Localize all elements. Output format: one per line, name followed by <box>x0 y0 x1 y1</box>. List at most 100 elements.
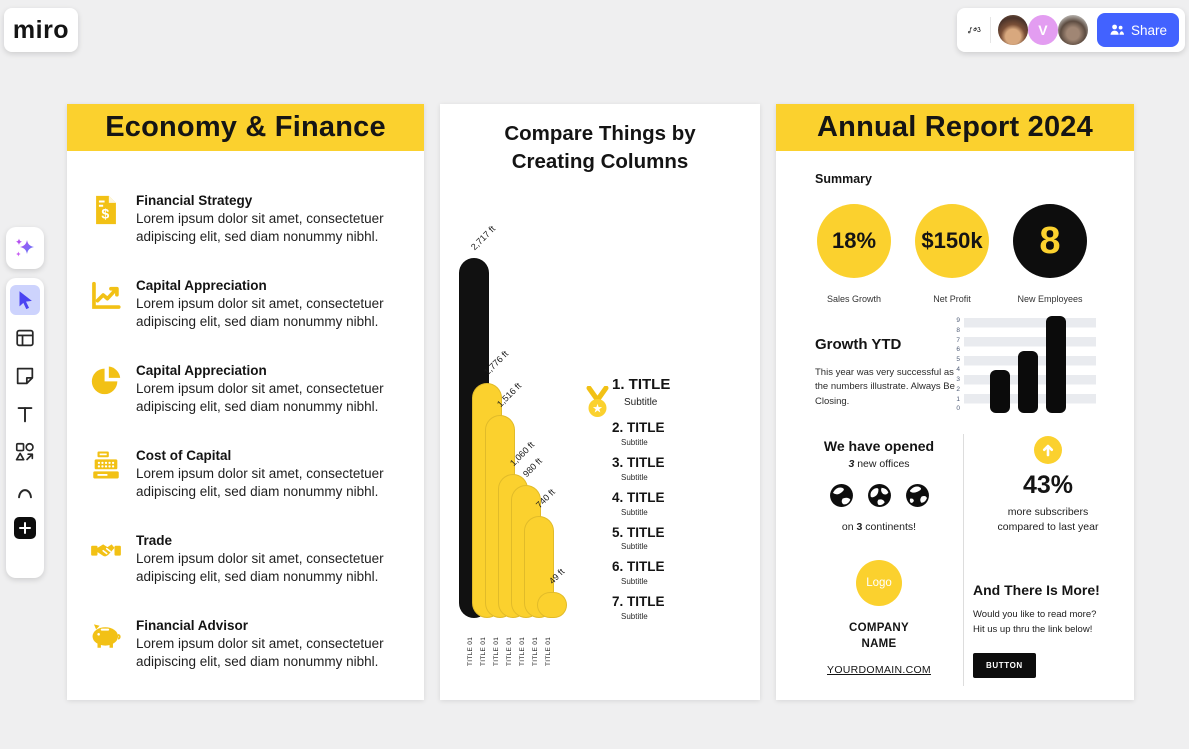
share-button[interactable]: Share <box>1096 13 1179 47</box>
shapes-icon <box>15 442 34 461</box>
column-category-label: TITLE 01 <box>519 636 526 666</box>
offices-text: new offices <box>857 458 910 470</box>
stat-value: 18% <box>831 228 877 253</box>
list-item: $ Financial Strategy Lorem ipsum dolor s… <box>87 193 424 245</box>
annual-report-poster[interactable]: Annual Report 2024 Summary 18% Sales Gro… <box>776 104 1134 700</box>
ranking-label: 1. TITLE <box>612 376 671 393</box>
more-body: Would you like to read more? Hit us up t… <box>973 608 1123 637</box>
miro-logo-button[interactable]: miro <box>4 8 78 52</box>
subscribers-caption: more subscribers compared to last year <box>968 505 1128 535</box>
column-category-label: TITLE 01 <box>493 636 500 666</box>
frames-tool[interactable] <box>10 323 40 353</box>
stat-label: New Employees <box>1017 294 1083 304</box>
plus-icon <box>14 517 36 539</box>
continents-line: on 3 continents! <box>796 521 962 533</box>
handshake-icon <box>91 544 121 557</box>
ranking-subtitle: Subtitle <box>621 437 648 447</box>
offices-title: We have opened <box>823 438 935 454</box>
offices-line: 3 new offices <box>796 458 962 470</box>
ranking-item: 1. TITLE Subtitle <box>612 376 754 408</box>
svg-text:$: $ <box>101 207 109 223</box>
item-title: Trade <box>136 533 173 549</box>
collaborator-avatar[interactable] <box>1057 15 1088 45</box>
ai-sparkles-icon <box>15 238 34 257</box>
collaborator-avatar[interactable] <box>997 15 1028 45</box>
growth-bar[interactable] <box>1046 316 1066 413</box>
company-domain-link[interactable]: YOURDOMAIN.COM <box>827 664 931 677</box>
cash-register-icon <box>93 451 119 479</box>
select-tool[interactable] <box>10 285 40 315</box>
more-title: And There Is More! <box>973 582 1100 598</box>
stat-label: Sales Growth <box>826 294 882 304</box>
medal-icon: ★ <box>586 386 609 417</box>
ai-assistant-button[interactable] <box>6 227 44 269</box>
column-value-label: 2,717 ft <box>468 223 498 252</box>
ranking-label: 4. TITLE <box>612 489 665 505</box>
frame-icon <box>16 329 34 347</box>
poster-button[interactable]: BUTTON <box>973 653 1036 679</box>
caption-line: more subscribers <box>1007 506 1089 518</box>
stat-circle: $150k <box>915 204 989 278</box>
list-item: Trade Lorem ipsum dolor sit amet, consec… <box>87 533 424 585</box>
item-title: Financial Strategy <box>136 193 253 208</box>
tool-palette <box>6 278 44 578</box>
people-icon <box>1110 24 1124 35</box>
ranking-item: 6. TITLE Subtitle <box>612 560 754 587</box>
share-label: Share <box>1130 22 1167 38</box>
item-title: Cost of Capital <box>136 448 232 464</box>
shapes-tool[interactable] <box>10 437 40 467</box>
section-divider <box>963 434 964 686</box>
more-body-line: Hit us up thru the link below! <box>973 623 1093 635</box>
list-item: Financial Advisor Lorem ipsum dolor sit … <box>87 618 424 670</box>
company-logo: Logo <box>856 560 902 606</box>
company-section: Logo COMPANY NAME YOURDOMAIN.COM <box>796 560 962 678</box>
ranking-subtitle: Subtitle <box>624 397 658 408</box>
panel1-title: Economy & Finance <box>105 111 386 143</box>
stat-value: 8 <box>1039 219 1061 262</box>
stat-circle: 8 <box>1013 204 1087 278</box>
economy-finance-poster[interactable]: Economy & Finance $ Financial Strategy L… <box>67 104 424 700</box>
stat-value: $150k <box>921 228 983 253</box>
column-category-label: TITLE 01 <box>467 636 474 666</box>
chart-column[interactable] <box>537 592 567 618</box>
ranking-list: 1. TITLE Subtitle 2. TITLE Subtitle 3. T… <box>612 376 754 630</box>
column-value-label: 980 ft <box>520 455 544 479</box>
stat-label: Net Profit <box>933 294 971 304</box>
text-tool[interactable] <box>10 399 40 429</box>
panel1-header-band: Economy & Finance <box>67 104 424 151</box>
list-item: Capital Appreciation Lorem ipsum dolor s… <box>87 363 424 415</box>
pen-tool[interactable] <box>10 475 40 505</box>
ranking-item: 7. TITLE Subtitle <box>612 594 754 621</box>
column-category-label: TITLE 01 <box>506 636 513 666</box>
growth-bar[interactable] <box>1018 351 1038 413</box>
continents-post: continents! <box>865 521 917 533</box>
collaborator-avatar-v[interactable]: V <box>1027 15 1058 45</box>
sticky-note-icon <box>16 367 34 385</box>
globe-icon <box>829 484 853 507</box>
globe-icon <box>867 484 891 507</box>
subscribers-section: 43% more subscribers compared to last ye… <box>968 436 1128 535</box>
ranking-item: 3. TITLE Subtitle <box>612 455 754 482</box>
collaboration-bar: V Share <box>957 8 1185 52</box>
compare-columns-poster[interactable]: Compare Things by Creating Columns 2,717… <box>440 104 760 700</box>
item-body: Lorem ipsum dolor sit amet, consectetuer… <box>136 551 384 584</box>
add-tool[interactable] <box>10 513 40 543</box>
ranking-subtitle: Subtitle <box>621 542 648 552</box>
growth-bar[interactable] <box>990 370 1010 413</box>
stat-net-profit: $150k Net Profit <box>915 204 989 304</box>
ranking-label: 5. TITLE <box>612 524 665 540</box>
miro-logo: miro <box>12 15 70 44</box>
ranking-item: 4. TITLE Subtitle <box>612 489 754 517</box>
globe-icon <box>905 484 929 507</box>
list-item: Capital Appreciation Lorem ipsum dolor s… <box>87 278 424 330</box>
growth-chart-icon <box>92 281 121 309</box>
growth-ytd-body: This year was very successful as the num… <box>815 367 955 407</box>
column-category-label: TITLE 01 <box>545 636 552 666</box>
summary-stats: 18% Sales Growth $150k Net Profit 8 New … <box>817 204 1087 304</box>
sticky-note-tool[interactable] <box>10 361 40 391</box>
svg-text:★: ★ <box>592 402 603 416</box>
more-body-line: Would you like to read more? <box>973 609 1097 620</box>
plot-area <box>964 316 1096 413</box>
